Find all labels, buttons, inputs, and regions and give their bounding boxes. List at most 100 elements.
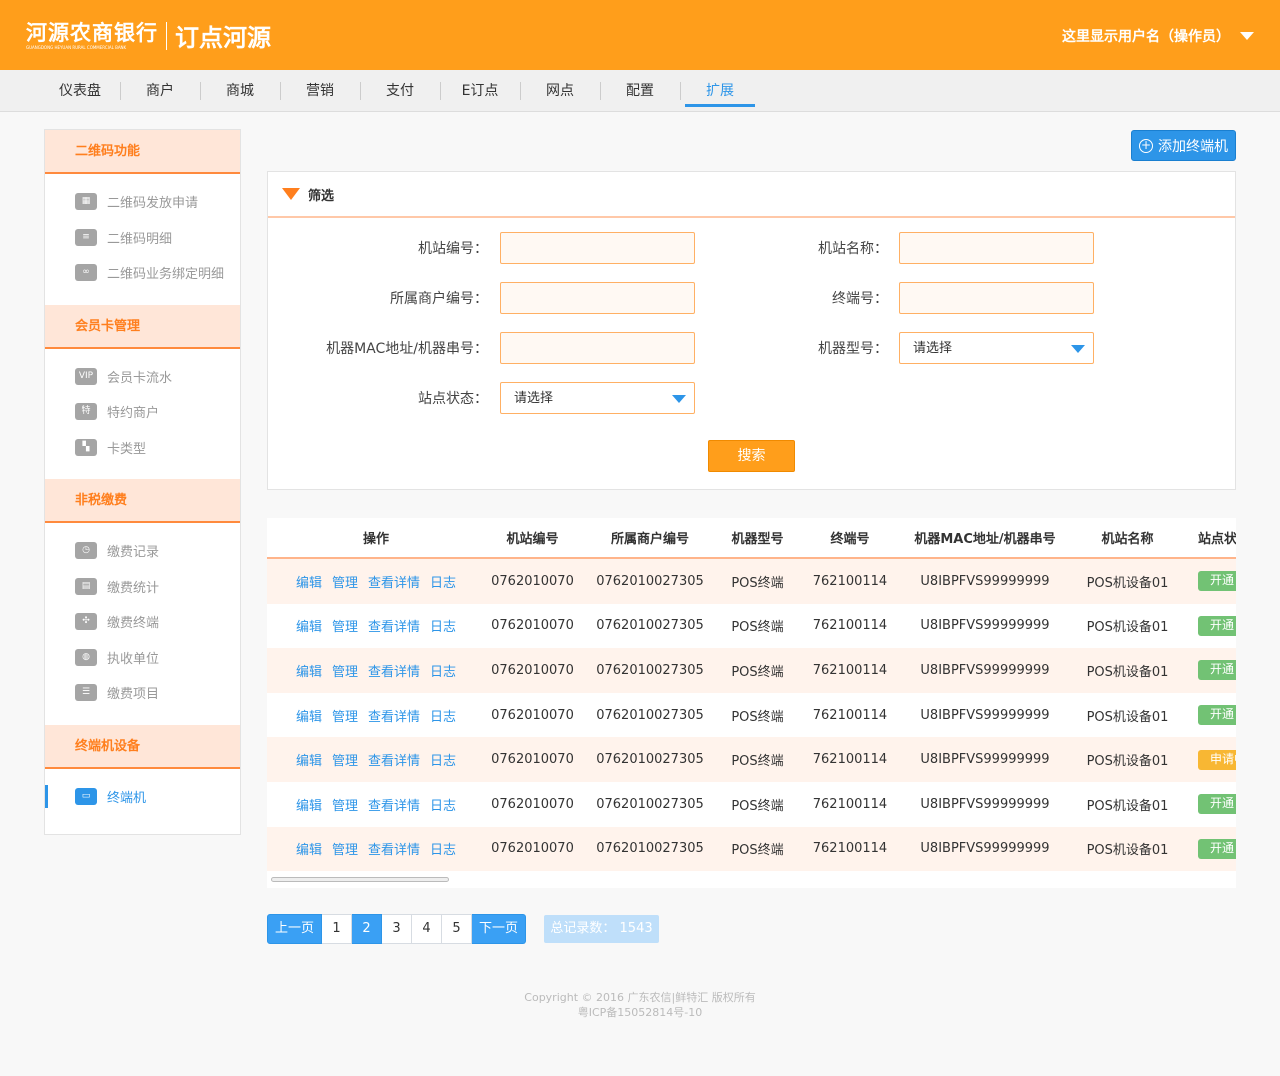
action-link[interactable]: 编辑 <box>295 575 322 591</box>
terminal-table: 操作机站编号所属商户编号机器型号终端号机器MAC地址/机器串号机站名称站点状态 … <box>267 518 1236 888</box>
action-link[interactable]: 编辑 <box>295 754 322 770</box>
action-link[interactable]: 查看详情 <box>368 709 421 725</box>
cell-mac: U8IBPFVS99999999 <box>920 752 1050 768</box>
status-select[interactable]: 请选择 <box>500 382 695 414</box>
label-station-name: 机站名称： <box>818 241 888 257</box>
row-actions: 编辑 管理 查看详情 日志 <box>267 661 485 680</box>
table-row: 编辑 管理 查看详情 日志 0762010070 0762010027305 POS终端 76… <box>267 648 1236 693</box>
sidebar-item[interactable]: ▦ 二维码发放申请 <box>45 184 240 220</box>
nav-tab-8[interactable]: 扩展 <box>680 70 760 111</box>
pagination: 上一页 1 2 3 4 5 下一页 <box>267 914 527 944</box>
sidebar-item[interactable]: VIP 会员卡流水 <box>45 359 240 395</box>
action-link[interactable]: 管理 <box>331 754 358 770</box>
nav-tab-5[interactable]: E订点 <box>440 70 520 111</box>
status-badge: 申请中 <box>1198 749 1236 770</box>
sidebar: 二维码功能 ▦ 二维码发放申请 ≡ 二维码明细 ∞ 二维码业务绑定明细 会员卡管理 VIP 会员卡… <box>44 129 241 835</box>
station-name-input[interactable] <box>899 232 1094 264</box>
sidebar-group-title: 终端机设备 <box>45 724 240 769</box>
next-page-button[interactable]: 下一页 <box>472 914 527 944</box>
action-link[interactable]: 日志 <box>430 575 457 591</box>
nav-tab-6[interactable]: 网点 <box>520 70 600 111</box>
action-link[interactable]: 管理 <box>331 664 358 680</box>
status-badge: 开通 <box>1198 794 1236 815</box>
nav-tab-0[interactable]: 仪表盘 <box>59 83 101 99</box>
action-link[interactable]: 管理 <box>331 843 358 859</box>
user-menu[interactable]: 这里显示用户名（操作员） <box>1062 26 1254 46</box>
sidebar-item[interactable]: ▤ 缴费统计 <box>45 569 240 605</box>
total-records: 总记录数： 1543 <box>544 915 659 943</box>
action-link[interactable]: 日志 <box>430 754 457 770</box>
cell-station_no: 0762010070 <box>491 752 574 768</box>
cell-mac: U8IBPFVS99999999 <box>920 796 1050 812</box>
search-button[interactable]: 搜索 <box>708 440 795 472</box>
action-link[interactable]: 日志 <box>430 664 457 680</box>
sidebar-item[interactable]: ✣ 缴费终端 <box>45 604 240 640</box>
action-link[interactable]: 查看详情 <box>368 575 421 591</box>
username: 这里显示用户名（操作员） <box>1062 29 1230 45</box>
cell-model: POS终端 <box>731 754 784 770</box>
cell-model: POS终端 <box>731 575 784 591</box>
horizontal-scrollbar[interactable] <box>271 877 449 882</box>
sidebar-item[interactable]: ▚ 卡类型 <box>45 430 240 466</box>
table-row: 编辑 管理 查看详情 日志 0762010070 0762010027305 POS终端 76… <box>267 693 1236 738</box>
status-badge: 开通 <box>1198 838 1236 859</box>
sidebar-item[interactable]: ▭ 终端机 <box>45 779 240 815</box>
sidebar-item[interactable]: ◷ 缴费记录 <box>45 533 240 569</box>
station-no-input[interactable] <box>500 232 695 264</box>
prev-page-button[interactable]: 上一页 <box>267 914 323 944</box>
status-badge: 开通 <box>1198 660 1236 681</box>
mac-input[interactable] <box>500 332 695 364</box>
nav-tab-2[interactable]: 商城 <box>200 70 280 111</box>
unit-icon: ◍ <box>75 648 97 666</box>
table-row: 编辑 管理 查看详情 日志 0762010070 0762010027305 POS终端 76… <box>267 604 1236 649</box>
sidebar-item[interactable]: ☰ 缴费项目 <box>45 675 240 711</box>
action-link[interactable]: 编辑 <box>295 620 322 636</box>
column-header: 终端号 <box>830 532 870 547</box>
action-link[interactable]: 编辑 <box>295 843 322 859</box>
page-button[interactable]: 2 <box>352 914 383 944</box>
row-actions: 编辑 管理 查看详情 日志 <box>267 795 485 814</box>
action-link[interactable]: 管理 <box>331 620 358 636</box>
merchant-no-input[interactable] <box>500 282 695 314</box>
column-header: 机器型号 <box>731 532 784 547</box>
add-terminal-button[interactable]: + 添加终端机 <box>1131 130 1236 161</box>
page-button[interactable]: 5 <box>442 914 473 944</box>
action-link[interactable]: 查看详情 <box>368 620 421 636</box>
action-link[interactable]: 查看详情 <box>368 754 421 770</box>
cell-terminal: 762100114 <box>812 796 888 812</box>
page-button[interactable]: 3 <box>382 914 413 944</box>
action-link[interactable]: 日志 <box>430 843 457 859</box>
nav-tab-3[interactable]: 营销 <box>280 70 360 111</box>
sidebar-item[interactable]: 特特约商户 <box>45 394 240 430</box>
terminal-no-input[interactable] <box>899 282 1094 314</box>
action-link[interactable]: 编辑 <box>295 709 322 725</box>
cell-terminal: 762100114 <box>812 618 888 634</box>
action-link[interactable]: 管理 <box>331 709 358 725</box>
nav-tab-1[interactable]: 商户 <box>120 70 200 111</box>
cell-station_no: 0762010070 <box>491 662 574 678</box>
action-link[interactable]: 查看详情 <box>368 664 421 680</box>
row-actions: 编辑 管理 查看详情 日志 <box>267 572 485 591</box>
cell-name: POS机设备01 <box>1086 754 1169 770</box>
cell-station_no: 0762010070 <box>491 796 574 812</box>
action-link[interactable]: 日志 <box>430 798 457 814</box>
copyright: Copyright © 2016 广东农信|鲜特汇 版权所有 <box>524 991 756 1004</box>
action-link[interactable]: 编辑 <box>295 664 322 680</box>
action-link[interactable]: 日志 <box>430 709 457 725</box>
nav-tab-4[interactable]: 支付 <box>360 70 440 111</box>
nav-tab-7[interactable]: 配置 <box>600 70 680 111</box>
link-icon: ∞ <box>75 264 97 282</box>
logo-brand: 订点河源 <box>175 24 271 52</box>
page-button[interactable]: 4 <box>412 914 443 944</box>
action-link[interactable]: 管理 <box>331 798 358 814</box>
action-link[interactable]: 日志 <box>430 620 457 636</box>
model-select[interactable]: 请选择 <box>899 332 1094 364</box>
action-link[interactable]: 查看详情 <box>368 798 421 814</box>
sidebar-item[interactable]: ≡ 二维码明细 <box>45 220 240 256</box>
sidebar-item[interactable]: ◍ 执收单位 <box>45 640 240 676</box>
sidebar-item[interactable]: ∞ 二维码业务绑定明细 <box>45 255 240 291</box>
action-link[interactable]: 管理 <box>331 575 358 591</box>
page-button[interactable]: 1 <box>322 914 353 944</box>
action-link[interactable]: 查看详情 <box>368 843 421 859</box>
action-link[interactable]: 编辑 <box>295 798 322 814</box>
